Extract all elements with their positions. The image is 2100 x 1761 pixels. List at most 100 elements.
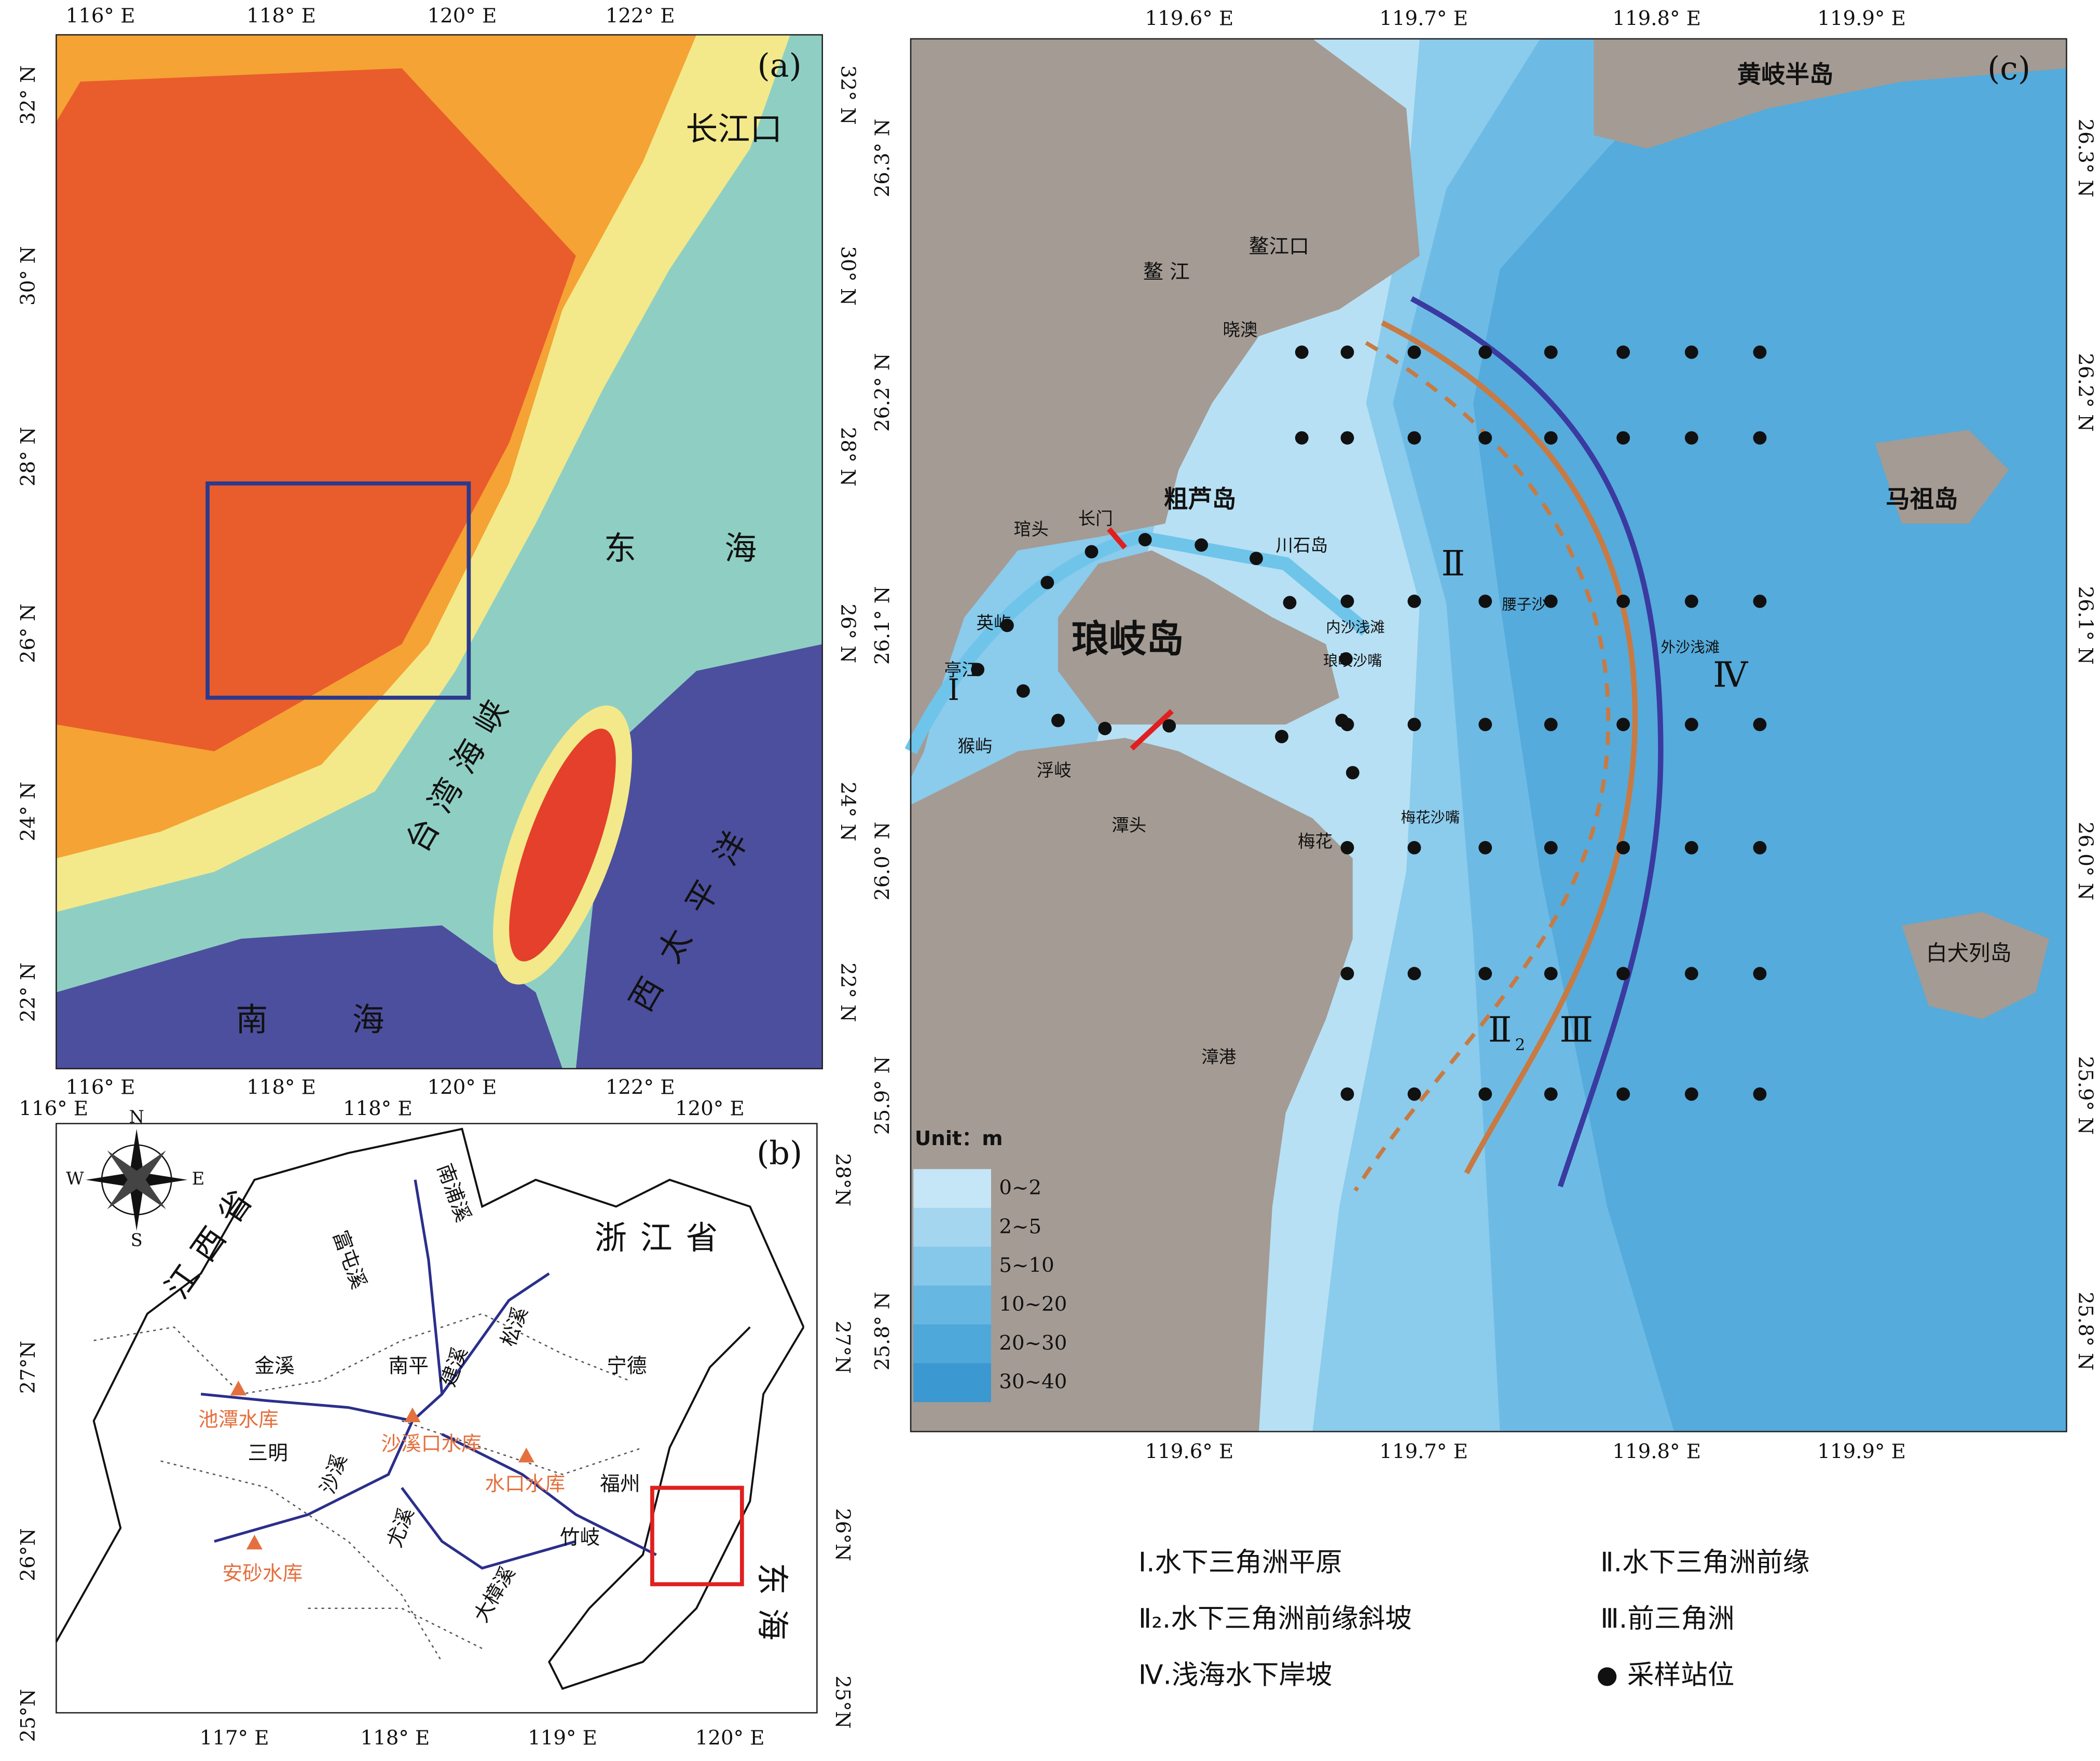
place: 晓澳: [1223, 320, 1257, 340]
panel-label: (b): [757, 1135, 802, 1172]
x-tick-label: 116° E: [19, 1097, 88, 1121]
station: [1753, 1087, 1767, 1101]
panel-b: N S W E (b) 116° E 118° E 120° E 117° E …: [17, 1097, 854, 1750]
frame: [56, 34, 823, 1069]
y-tick-label: 32° N: [17, 65, 40, 125]
frame: [910, 38, 2067, 1433]
station: [1340, 841, 1354, 855]
place: 海: [352, 1001, 385, 1038]
place: 浙江省: [595, 1219, 731, 1257]
y-tick-label: 27°N: [831, 1320, 854, 1373]
x-tick-label: 118° E: [246, 1076, 316, 1099]
station: [1684, 841, 1698, 855]
station: [1275, 730, 1288, 744]
compass-n: N: [129, 1107, 144, 1127]
place: 琅岐沙嘴: [1323, 652, 1382, 669]
legend-label: 2~5: [999, 1215, 1041, 1239]
station: [1753, 345, 1767, 359]
legend-swatch: [913, 1363, 991, 1402]
reservoir: [230, 1381, 246, 1396]
place: 三明: [248, 1441, 287, 1465]
zone-label: Ⅱ: [1442, 543, 1465, 584]
x-tick-label: 122° E: [606, 5, 675, 28]
y-tick-label: 26.1° N: [871, 586, 894, 665]
station: [1544, 841, 1558, 855]
reservoir-label: 安砂水库: [222, 1562, 303, 1586]
station: [1478, 345, 1492, 359]
station: [1616, 1087, 1630, 1101]
x-tick-label: 118° E: [343, 1097, 413, 1121]
y-tick-label: 26.2° N: [2074, 353, 2097, 432]
x-tick-label: 119.8° E: [1612, 7, 1701, 31]
reservoir: [518, 1448, 534, 1463]
y-ticks-a: 32° N 32° N 30° N 30° N 28° N 28° N 26° N 26° N…: [17, 65, 859, 1022]
compass-e: E: [192, 1168, 205, 1189]
station: [1051, 713, 1065, 727]
y-tick-label: 24° N: [17, 782, 40, 842]
station: [1295, 431, 1309, 445]
station: [1162, 719, 1176, 733]
x-tick-label: 120° E: [428, 1076, 497, 1099]
y-tick-label: 28°N: [831, 1153, 854, 1206]
place: 东: [604, 530, 636, 567]
station: [1098, 722, 1112, 735]
reservoir-markers: [230, 1381, 534, 1550]
y-tick-label: 28° N: [17, 427, 40, 487]
y-tick-label: 25°N: [831, 1675, 854, 1728]
legend-swatch: [913, 1208, 991, 1247]
reservoir-label: 沙溪口水库: [381, 1432, 482, 1455]
x-tick-label: 119.6° E: [1145, 7, 1234, 31]
x-tick-label: 119.7° E: [1379, 1440, 1468, 1463]
place: 腰子沙: [1502, 596, 1546, 613]
province-border: [55, 1127, 805, 1643]
y-tick-label: 26.3° N: [871, 119, 894, 198]
reservoir: [246, 1534, 263, 1550]
legend-label: 0~2: [999, 1176, 1041, 1200]
compass-s: S: [131, 1230, 143, 1250]
x-tick-label: 119° E: [528, 1727, 597, 1750]
y-tick-label: 26.0° N: [871, 822, 894, 901]
legend-station-marker: [1598, 1667, 1617, 1686]
station: [1684, 345, 1698, 359]
y-tick-label: 26.2° N: [871, 353, 894, 432]
station: [1407, 431, 1421, 445]
place: 马祖岛: [1886, 485, 1958, 513]
y-tick-label: 26.3° N: [2074, 119, 2097, 198]
station: [1616, 431, 1630, 445]
place: 黄岐半岛: [1737, 61, 1834, 89]
place: 梅花沙嘴: [1401, 809, 1460, 826]
station: [1000, 618, 1014, 632]
boundary-iii-iv: [1410, 296, 1664, 1188]
station: [1195, 538, 1209, 552]
x-tick-label: 120° E: [675, 1097, 745, 1121]
x-tick-label: 117° E: [200, 1727, 269, 1750]
station: [1407, 1087, 1421, 1101]
y-tick-label: 28° N: [836, 427, 859, 487]
station: [971, 663, 985, 677]
place: 南: [236, 1001, 268, 1038]
legend-item: Ⅱ₂.水下三角洲前缘斜坡: [1138, 1603, 1412, 1634]
station: [1138, 533, 1152, 547]
x-tick-label: 116° E: [66, 1076, 135, 1099]
land-south: [911, 738, 1353, 1432]
reservoir-label: 池潭水库: [198, 1408, 279, 1432]
place: 海: [724, 530, 757, 567]
baiquan-islands: [1902, 912, 2049, 1020]
place: 漳港: [1201, 1047, 1236, 1067]
panel-label: (c): [1987, 50, 2030, 87]
place: 英屿: [977, 613, 1011, 633]
zone-label: Ⅲ: [1559, 1009, 1593, 1050]
station: [1407, 718, 1421, 732]
panel-a: (a) 116° E 118° E 120° E 122° E 116° E 1…: [17, 5, 859, 1099]
depth-legend: Unit：m 0~2 2~5 5~10 10~20 20~30 30~40: [913, 1127, 1067, 1402]
legend-label: 10~20: [999, 1292, 1067, 1316]
x-tick-label: 119.7° E: [1379, 7, 1468, 31]
place: 东海: [753, 1563, 791, 1654]
place: 外沙浅滩: [1660, 639, 1720, 656]
station: [1340, 345, 1354, 359]
legend-swatch: [913, 1246, 991, 1286]
legend-item: 采样站位: [1627, 1659, 1734, 1690]
